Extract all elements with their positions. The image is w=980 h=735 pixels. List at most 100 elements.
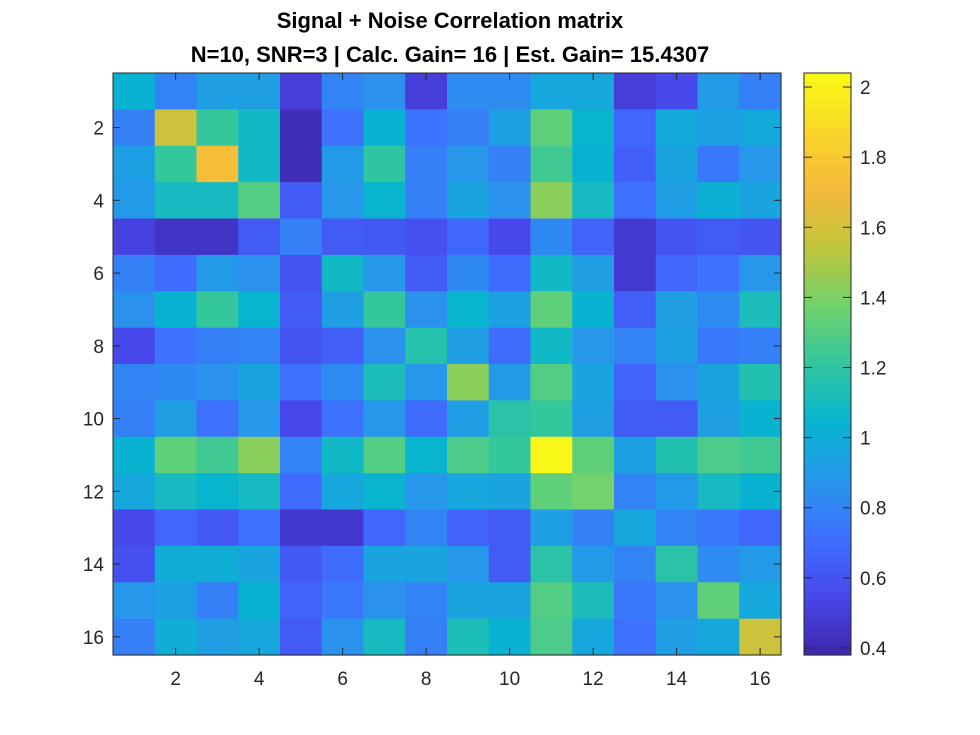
heatmap-cell bbox=[363, 254, 406, 292]
colorbar-segment bbox=[804, 482, 851, 492]
heatmap-cell bbox=[530, 582, 573, 620]
heatmap-cell bbox=[447, 291, 490, 329]
heatmap-cell bbox=[113, 218, 156, 256]
heatmap-cell bbox=[280, 145, 323, 183]
heatmap-cell bbox=[405, 109, 448, 147]
colorbar-segment bbox=[804, 545, 851, 556]
heatmap-cell bbox=[238, 254, 281, 292]
heatmap-cell bbox=[697, 254, 740, 292]
y-tick-label: 14 bbox=[83, 555, 105, 576]
heatmap-cell bbox=[488, 291, 532, 329]
heatmap-cell bbox=[405, 436, 448, 474]
heatmap-cell bbox=[530, 509, 573, 547]
heatmap-cell bbox=[697, 400, 740, 438]
heatmap-cell bbox=[113, 436, 156, 474]
heatmap-cell bbox=[530, 473, 573, 511]
colorbar-segment bbox=[804, 91, 851, 101]
heatmap-cell bbox=[113, 618, 156, 656]
heatmap-cell bbox=[363, 364, 406, 401]
y-tick-label: 6 bbox=[93, 264, 104, 285]
heatmap-cell bbox=[697, 218, 740, 256]
colorbar-segment bbox=[804, 364, 851, 374]
heatmap-cell bbox=[405, 582, 448, 620]
heatmap-cell bbox=[614, 73, 657, 110]
heatmap-cell bbox=[697, 618, 740, 656]
heatmap-cell bbox=[405, 327, 448, 365]
colorbar-tick-label: 1.2 bbox=[860, 359, 886, 380]
heatmap-cell bbox=[697, 509, 740, 547]
heatmap-cell bbox=[488, 145, 532, 183]
heatmap-cell bbox=[447, 400, 490, 438]
colorbar-segment bbox=[804, 509, 851, 520]
y-tick-label: 4 bbox=[93, 191, 104, 212]
heatmap-cell bbox=[697, 73, 740, 110]
heatmap-cell bbox=[488, 182, 532, 220]
heatmap-cell bbox=[321, 364, 365, 401]
heatmap-cell bbox=[280, 436, 323, 474]
colorbar-segment bbox=[804, 318, 851, 329]
heatmap-cell bbox=[530, 218, 573, 256]
heatmap-cell bbox=[488, 327, 532, 365]
colorbar-segment bbox=[804, 600, 851, 611]
heatmap-cell bbox=[447, 618, 490, 656]
heatmap-cell bbox=[321, 145, 365, 183]
heatmap-cell bbox=[113, 400, 156, 438]
heatmap-cell bbox=[530, 109, 573, 147]
heatmap-cell bbox=[572, 400, 615, 438]
heatmap-cell bbox=[614, 254, 657, 292]
colorbar-segment bbox=[804, 554, 851, 565]
heatmap-cell bbox=[196, 618, 239, 656]
colorbar-segment bbox=[804, 309, 851, 320]
colorbar-segment bbox=[804, 573, 851, 583]
heatmap-cell bbox=[154, 327, 198, 365]
heatmap-cell bbox=[363, 218, 406, 256]
y-tick-label: 16 bbox=[83, 628, 104, 649]
colorbar-segment bbox=[804, 127, 851, 138]
heatmap-cell bbox=[655, 436, 699, 474]
colorbar-segment bbox=[804, 627, 851, 638]
colorbar-segment bbox=[804, 418, 851, 429]
heatmap-cell bbox=[572, 254, 615, 292]
heatmap-cell bbox=[739, 291, 782, 329]
heatmap-cell bbox=[614, 618, 657, 656]
colorbar-segment bbox=[804, 291, 851, 301]
colorbar-segment bbox=[804, 327, 851, 338]
heatmap-cell bbox=[614, 545, 657, 583]
heatmap-cell bbox=[614, 582, 657, 620]
colorbar-segment bbox=[804, 200, 851, 210]
colorbar-segment bbox=[804, 273, 851, 283]
heatmap-cell bbox=[614, 327, 657, 365]
heatmap-cell bbox=[238, 364, 281, 401]
heatmap-cell bbox=[321, 545, 365, 583]
heatmap-cell bbox=[530, 145, 573, 183]
heatmap-cell bbox=[321, 582, 365, 620]
colorbar-segment bbox=[804, 427, 851, 438]
heatmap-cell bbox=[530, 327, 573, 365]
heatmap-cell bbox=[447, 182, 490, 220]
heatmap-cell bbox=[447, 145, 490, 183]
heatmap-cell bbox=[154, 109, 198, 147]
heatmap-cell bbox=[447, 254, 490, 292]
heatmap-cell bbox=[321, 218, 365, 256]
heatmap-cell bbox=[238, 218, 281, 256]
heatmap-cell bbox=[196, 109, 239, 147]
colorbar-segment bbox=[804, 336, 851, 347]
heatmap-cell bbox=[321, 254, 365, 292]
heatmap-cell bbox=[530, 436, 573, 474]
heatmap-cell bbox=[280, 291, 323, 329]
axis-ticks: 2 4 6 8 10 12 14 16 2 4 6 8 10 12 14 16 bbox=[83, 73, 781, 690]
heatmap-cell bbox=[739, 364, 782, 401]
heatmap-cell bbox=[238, 400, 281, 438]
heatmap-cell bbox=[405, 291, 448, 329]
colorbar-segment bbox=[804, 445, 851, 456]
heatmap-cell bbox=[280, 582, 323, 620]
heatmap-cell bbox=[572, 582, 615, 620]
x-tick-label: 16 bbox=[750, 669, 771, 690]
heatmap-cell bbox=[154, 509, 198, 547]
colorbar-segment bbox=[804, 564, 851, 574]
heatmap-cell bbox=[488, 473, 532, 511]
x-tick-label: 12 bbox=[583, 669, 604, 690]
colorbar-tick-label: 1 bbox=[860, 429, 871, 450]
heatmap-cell bbox=[447, 218, 490, 256]
heatmap-cell bbox=[739, 145, 782, 183]
